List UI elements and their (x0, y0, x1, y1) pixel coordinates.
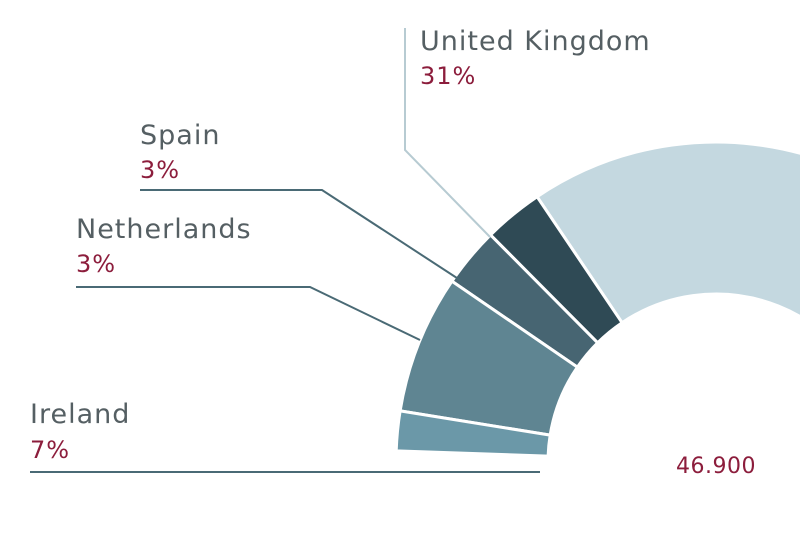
percent-netherlands: 3% (76, 250, 116, 278)
slice-labels: United Kingdom 31% Spain 3% Netherlands 3% Ire… (30, 26, 651, 464)
leader-line-spain (140, 189, 461, 281)
leader-line-netherlands (76, 286, 421, 341)
leader-line-united-kingdom (404, 28, 491, 238)
percent-ireland: 7% (30, 436, 70, 464)
percent-united-kingdom: 31% (420, 62, 476, 90)
percent-spain: 3% (140, 156, 180, 184)
slice-united-kingdom (534, 140, 800, 325)
label-ireland: Ireland (30, 399, 130, 430)
slice-unlabeled (394, 409, 552, 458)
center-total-value: 46.900 (676, 454, 756, 479)
donut-slices (394, 140, 800, 458)
leader-lines (30, 28, 540, 473)
label-netherlands: Netherlands (76, 214, 252, 245)
label-spain: Spain (140, 120, 220, 151)
label-united-kingdom: United Kingdom (420, 26, 651, 57)
